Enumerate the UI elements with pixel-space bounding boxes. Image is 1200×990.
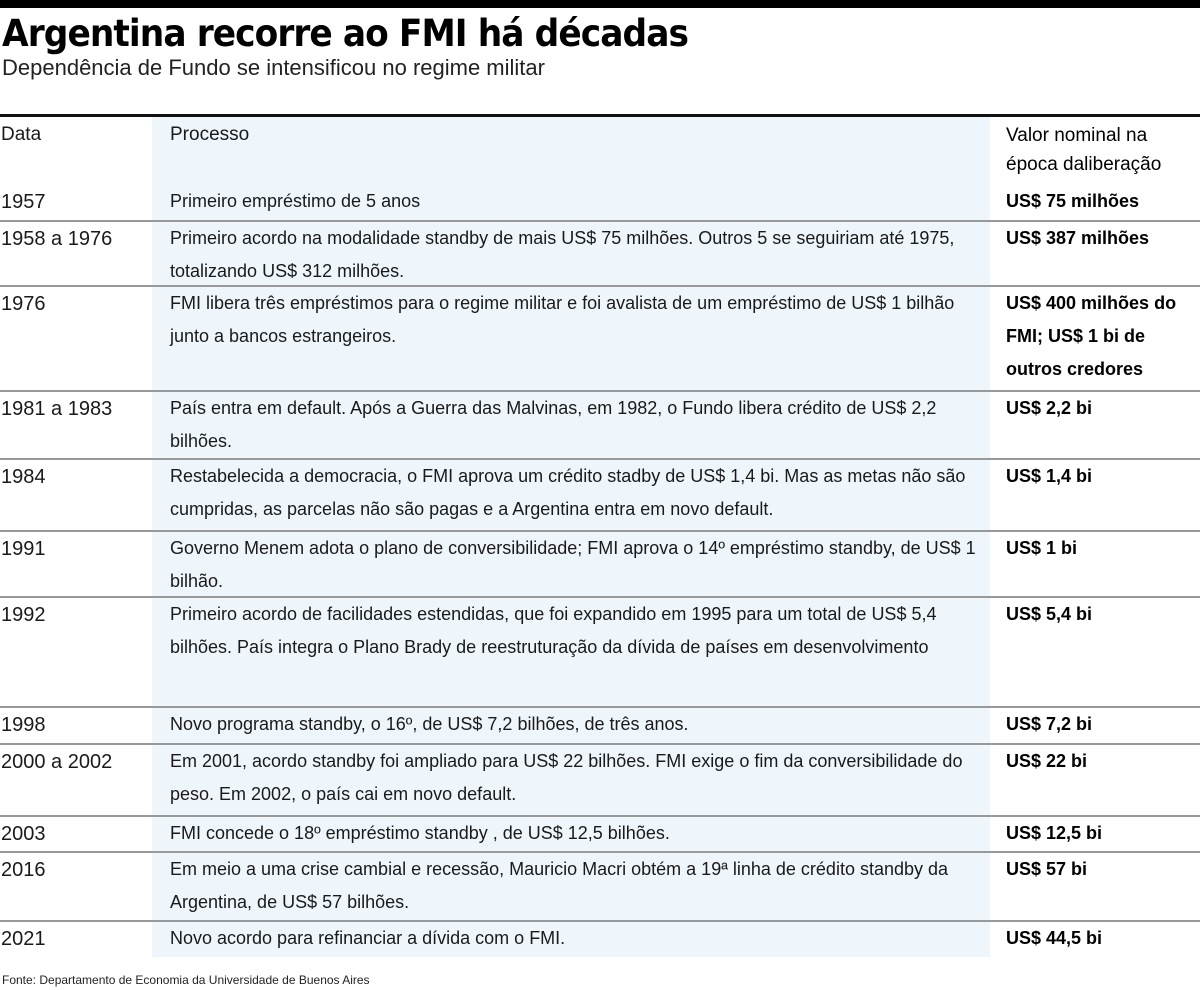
value-cell: US$ 1,4 bi bbox=[1006, 466, 1093, 486]
table-row: 1958 a 1976 Primeiro acordo na modalidade… bbox=[0, 222, 1200, 287]
date-cell: 1984 bbox=[1, 466, 46, 488]
header-process: Processo bbox=[170, 124, 250, 145]
page-subtitle: Dependência de Fundo se intensificou no … bbox=[2, 55, 545, 80]
process-cell: Primeiro acordo de facilidades estendida… bbox=[170, 604, 937, 657]
table-header: Data Processo Valor nominal na época dal… bbox=[0, 117, 1200, 185]
table-row: 1991 Governo Menem adota o plano de conve… bbox=[0, 532, 1200, 598]
table-row: 1992 Primeiro acordo de facilidades esten… bbox=[0, 598, 1200, 708]
value-cell: US$ 44,5 bi bbox=[1006, 928, 1103, 948]
table-row: 1981 a 1983 País entra em default. Após a… bbox=[0, 392, 1200, 460]
header-value: Valor nominal na época daliberação bbox=[1006, 125, 1162, 175]
value-cell: US$ 2,2 bi bbox=[1006, 398, 1093, 418]
date-cell: 1976 bbox=[1, 293, 46, 315]
table-row: 1976 FMI libera três empréstimos para o r… bbox=[0, 287, 1200, 392]
process-cell: Em 2001, acordo standby foi ampliado par… bbox=[170, 751, 963, 804]
table-row: 2021 Novo acordo para refinanciar a dívid… bbox=[0, 922, 1200, 957]
source-note: Fonte: Departamento de Economia da Unive… bbox=[2, 973, 370, 987]
process-cell: Novo acordo para refinanciar a dívida co… bbox=[170, 928, 566, 948]
table-row: 2003 FMI concede o 18º empréstimo standby… bbox=[0, 817, 1200, 853]
process-cell: Primeiro empréstimo de 5 anos bbox=[170, 191, 421, 211]
table-row: 1984 Restabelecida a democracia, o FMI ap… bbox=[0, 460, 1200, 532]
table-row: 2016 Em meio a uma crise cambial e recess… bbox=[0, 853, 1200, 922]
table-row: 2000 a 2002 Em 2001, acordo standby foi a… bbox=[0, 745, 1200, 817]
date-cell: 1991 bbox=[1, 538, 46, 560]
process-cell: Primeiro acordo na modalidade standby de… bbox=[170, 228, 955, 281]
date-cell: 1958 a 1976 bbox=[1, 228, 113, 250]
value-cell: US$ 400 milhões do FMI; US$ 1 bi de outr… bbox=[1006, 293, 1177, 379]
process-cell: Restabelecida a democracia, o FMI aprova… bbox=[170, 466, 966, 519]
value-cell: US$ 12,5 bi bbox=[1006, 823, 1103, 843]
date-cell: 2003 bbox=[1, 823, 46, 845]
process-column-background bbox=[152, 117, 990, 957]
page-title: Argentina recorre ao FMI há décadas bbox=[2, 12, 689, 55]
table-row: 1998 Novo programa standby, o 16º, de US$… bbox=[0, 708, 1200, 745]
date-cell: 2016 bbox=[1, 859, 46, 881]
process-cell: Governo Menem adota o plano de conversib… bbox=[170, 538, 976, 591]
process-cell: Em meio a uma crise cambial e recessão, … bbox=[170, 859, 949, 912]
loans-table: Data Processo Valor nominal na época dal… bbox=[0, 114, 1200, 957]
date-cell: 2000 a 2002 bbox=[1, 751, 113, 773]
date-cell: 1992 bbox=[1, 604, 46, 626]
value-cell: US$ 75 milhões bbox=[1006, 191, 1140, 211]
top-bar bbox=[0, 0, 1200, 8]
value-cell: US$ 387 milhões bbox=[1006, 228, 1150, 248]
process-cell: FMI concede o 18º empréstimo standby , d… bbox=[170, 823, 670, 843]
table-row: 1957 Primeiro empréstimo de 5 anos US$ 75 … bbox=[0, 185, 1200, 222]
value-cell: US$ 7,2 bi bbox=[1006, 714, 1093, 734]
date-cell: 1998 bbox=[1, 714, 46, 736]
value-cell: US$ 1 bi bbox=[1006, 538, 1078, 558]
header-date: Data bbox=[1, 124, 42, 145]
value-cell: US$ 5,4 bi bbox=[1006, 604, 1093, 624]
process-cell: FMI libera três empréstimos para o regim… bbox=[170, 293, 955, 346]
value-cell: US$ 22 bi bbox=[1006, 751, 1088, 771]
process-cell: Novo programa standby, o 16º, de US$ 7,2… bbox=[170, 714, 689, 734]
date-cell: 1981 a 1983 bbox=[1, 398, 113, 420]
value-cell: US$ 57 bi bbox=[1006, 859, 1088, 879]
date-cell: 2021 bbox=[1, 928, 46, 950]
process-cell: País entra em default. Após a Guerra das… bbox=[170, 398, 937, 451]
date-cell: 1957 bbox=[1, 191, 46, 213]
